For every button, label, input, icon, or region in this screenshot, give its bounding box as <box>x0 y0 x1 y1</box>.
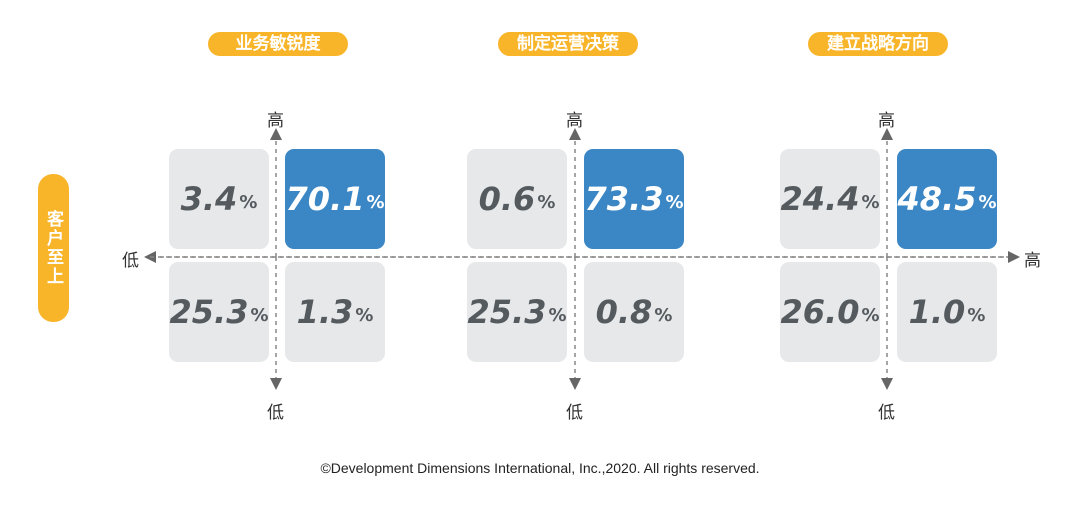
matrix-3-cell-bottom-left: 26.0% <box>780 262 880 362</box>
matrix-1-cell-bottom-left: 25.3% <box>169 262 269 362</box>
x-axis-high-label: 高 <box>1024 251 1041 271</box>
cell-value: 70.1 <box>285 180 365 218</box>
matrix-2-cell-bottom-left: 25.3% <box>467 262 567 362</box>
cell-value: 0.6 <box>478 180 536 218</box>
percent-sign: % <box>548 304 567 326</box>
cell-value: 24.4 <box>780 180 860 218</box>
y-axis-title: 客户至上 <box>38 174 69 322</box>
matrix-2-cell-top-left: 0.6% <box>467 149 567 249</box>
matrix-1-cell-top-right: 70.1% <box>285 149 385 249</box>
matrix-3-cell-bottom-right: 1.0% <box>897 262 997 362</box>
percent-sign: % <box>978 191 997 213</box>
matrix-3-cell-top-left: 24.4% <box>780 149 880 249</box>
matrix-3-high-label: 高 <box>878 111 895 131</box>
x-axis-low-label: 低 <box>122 251 139 271</box>
cell-value: 48.5 <box>897 180 977 218</box>
percent-sign: % <box>366 191 385 213</box>
matrix-2-cell-top-right: 73.3% <box>584 149 684 249</box>
cell-value: 25.3 <box>467 293 547 331</box>
percent-sign: % <box>239 191 258 213</box>
percent-sign: % <box>665 191 684 213</box>
matrix-3-title: 建立战略方向 <box>808 32 948 56</box>
percent-sign: % <box>355 304 374 326</box>
matrix-3-low-label: 低 <box>878 403 895 423</box>
matrix-2-title: 制定运营决策 <box>498 32 638 56</box>
matrix-1-title: 业务敏锐度 <box>208 32 348 56</box>
matrix-1-cell-top-left: 3.4% <box>169 149 269 249</box>
matrix-1-cell-bottom-right: 1.3% <box>285 262 385 362</box>
matrix-2-low-label: 低 <box>566 403 583 423</box>
percent-sign: % <box>654 304 673 326</box>
percent-sign: % <box>967 304 986 326</box>
cell-value: 0.8 <box>595 293 653 331</box>
matrix-2-cell-bottom-right: 0.8% <box>584 262 684 362</box>
cell-value: 1.3 <box>296 293 354 331</box>
matrix-1-high-label: 高 <box>267 111 284 131</box>
percent-sign: % <box>861 304 880 326</box>
copyright-footer: ©Development Dimensions International, I… <box>320 460 760 476</box>
matrix-2-high-label: 高 <box>566 111 583 131</box>
percent-sign: % <box>537 191 556 213</box>
matrix-1-low-label: 低 <box>267 403 284 423</box>
cell-value: 25.3 <box>169 293 249 331</box>
cell-value: 3.4 <box>180 180 238 218</box>
cell-value: 26.0 <box>780 293 860 331</box>
matrix-3-cell-top-right: 48.5% <box>897 149 997 249</box>
cell-value: 1.0 <box>908 293 966 331</box>
percent-sign: % <box>861 191 880 213</box>
percent-sign: % <box>250 304 269 326</box>
cell-value: 73.3 <box>584 180 664 218</box>
